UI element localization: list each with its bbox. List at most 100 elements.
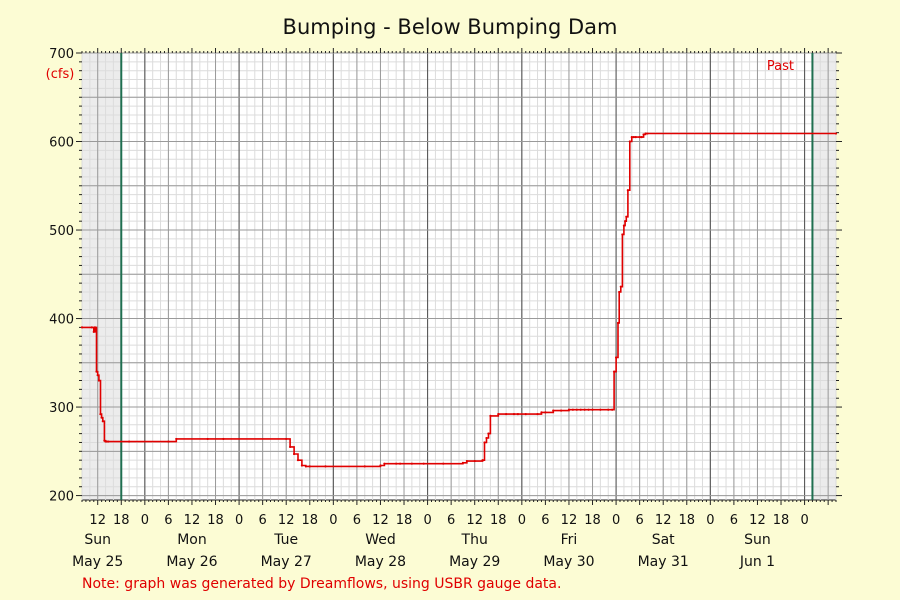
x-tick-label: 18 [773,513,790,528]
flow-data-point [516,413,520,416]
flow-data-point [363,465,366,468]
flow-data-point [107,440,110,443]
x-tick-label: 6 [353,513,361,528]
x-tick-label: 6 [541,513,549,528]
flow-data-point [383,462,386,465]
flow-data-point [304,465,307,468]
x-tick-label: 12 [466,513,483,528]
x-tick-label: 18 [678,513,695,528]
flow-data-point [97,379,100,382]
x-tick-label: 12 [561,513,578,528]
shaded-region-end [812,53,836,500]
flow-data-point [622,224,626,227]
day-label: Sun [744,532,771,548]
flow-data-point [96,374,99,377]
flow-data-point [638,135,641,139]
flow-data-point [167,440,170,443]
y-tick-label: 400 [49,313,74,328]
day-label: Tue [273,532,298,548]
flow-data-point [560,409,563,412]
footnote: Note: graph was generated by Dreamflows,… [82,576,561,592]
x-tick-label: 12 [749,513,766,528]
chart-title: Bumping - Below Bumping Dam [283,15,618,39]
flow-data-point [379,464,382,467]
y-tick-label: 500 [49,224,74,239]
x-tick-label: 12 [278,513,295,528]
flow-data-point [536,413,539,416]
flow-data-point [618,290,621,294]
x-tick-label: 0 [423,513,431,528]
y-tick-label: 700 [49,47,74,62]
x-tick-label: 18 [301,513,318,528]
flow-data-point [619,285,622,288]
flow-data-point [571,408,574,411]
flow-data-point [512,413,516,416]
date-label: Jun 1 [739,554,775,570]
x-tick-label: 12 [655,513,672,528]
flow-data-point [524,413,527,416]
flow-data-point [626,189,629,192]
grid-lines [81,52,837,500]
flow-data-point [100,416,103,419]
x-tick-label: 12 [372,513,389,528]
flow-data-point [591,408,594,411]
flow-data-point [101,420,104,423]
flow-data-point [834,132,838,135]
flow-data-point [489,414,492,418]
flow-data-point [630,135,633,139]
x-tick-label: 12 [184,513,201,528]
day-label: Thu [461,532,488,548]
date-label: May 28 [355,554,406,570]
flow-data-point [505,413,508,416]
flow-data-point [93,326,97,329]
day-label: Wed [365,532,396,548]
flow-data-point [481,459,484,462]
flow-data-point [487,432,490,435]
past-label: Past [767,59,794,74]
x-tick-label: 6 [164,513,172,528]
flow-data-point [625,215,628,218]
flow-data-point [632,135,635,139]
x-tick-label: 12 [89,513,106,528]
flow-data-point [308,465,311,468]
flow-data-point [621,233,624,236]
day-label: Sun [84,532,111,548]
x-tick-label: 6 [259,513,267,528]
y-axis: 200 300 400 500 600 700 [49,47,842,505]
flow-data-point [552,409,555,412]
date-label: May 29 [449,554,500,570]
flow-data-point [634,135,637,139]
flow-data-point [646,132,649,135]
day-label: Fri [561,532,578,548]
flow-data-point [607,408,610,411]
x-tick-label: 18 [490,513,507,528]
x-tick-label: 0 [518,513,526,528]
day-label: Sat [652,532,675,548]
flow-data-point [95,370,98,373]
x-tick-label: 18 [113,513,130,528]
flow-data-point [613,370,616,373]
flow-data-point [175,437,178,441]
date-label: May 30 [543,554,594,570]
flow-data-point [544,411,547,414]
x-tick-label: 0 [141,513,149,528]
flow-data-point [324,465,327,468]
flow-data-point [442,462,445,465]
flow-data-point [92,330,95,333]
flow-data-point [599,408,602,411]
x-tick-label: 18 [396,513,413,528]
flow-data-point [567,408,571,411]
x-tick-label: 0 [800,513,808,528]
date-label: May 31 [638,554,689,570]
flow-data-point [105,440,108,443]
flow-data-point [587,408,590,411]
flow-data-point [497,413,500,416]
flow-data-point [485,436,488,440]
flow-data-point [422,462,425,465]
y-tick-label: 300 [49,401,74,416]
flow-data-point [128,440,131,443]
flow-data-point [465,459,468,463]
flow-data-point [616,321,620,325]
flow-data-point [296,459,300,462]
